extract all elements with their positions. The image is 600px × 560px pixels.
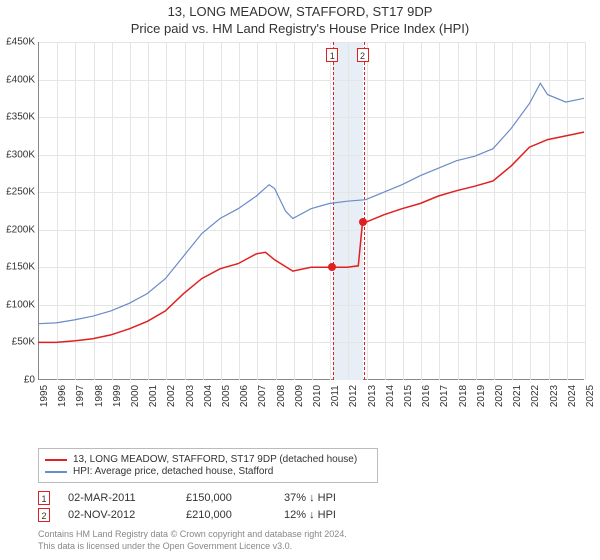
y-axis-label: £250K (1, 187, 35, 198)
series-line-hpi (38, 83, 584, 323)
event-row: 2 02-NOV-2012 £210,000 12% ↓ HPI (38, 508, 600, 522)
x-axis-label: 2004 (203, 385, 214, 407)
event-delta: 37% ↓ HPI (284, 492, 384, 504)
y-axis-label: £300K (1, 149, 35, 160)
x-axis-label: 2022 (530, 385, 541, 407)
event-date: 02-NOV-2012 (68, 509, 168, 521)
y-axis-label: £150K (1, 262, 35, 273)
x-axis-label: 2011 (330, 385, 341, 407)
x-axis-label: 1995 (39, 385, 50, 407)
legend-swatch (45, 471, 67, 473)
x-axis-label: 2001 (148, 385, 159, 407)
legend-label: 13, LONG MEADOW, STAFFORD, ST17 9DP (det… (73, 454, 357, 465)
events-table: 1 02-MAR-2011 £150,000 37% ↓ HPI 2 02-NOV-201… (38, 491, 600, 522)
x-axis-label: 2002 (166, 385, 177, 407)
x-axis-label: 2019 (476, 385, 487, 407)
x-axis-label: 2016 (421, 385, 432, 407)
x-axis-label: 2018 (458, 385, 469, 407)
series-line-property_price (38, 132, 584, 342)
x-axis-label: 2008 (276, 385, 287, 407)
y-axis-label: £50K (1, 337, 35, 348)
x-axis-label: 2014 (385, 385, 396, 407)
event-marker-badge: 1 (326, 48, 338, 62)
footnote-line1: Contains HM Land Registry data © Crown c… (38, 528, 600, 540)
legend-label: HPI: Average price, detached house, Staf… (73, 466, 273, 477)
x-axis-label: 2020 (494, 385, 505, 407)
x-axis-label: 2000 (130, 385, 141, 407)
chart-title-line1: 13, LONG MEADOW, STAFFORD, ST17 9DP (0, 4, 600, 19)
x-axis-label: 2017 (439, 385, 450, 407)
y-axis-label: £200K (1, 224, 35, 235)
legend-box: 13, LONG MEADOW, STAFFORD, ST17 9DP (det… (38, 448, 378, 483)
x-axis-label: 2007 (257, 385, 268, 407)
x-axis-label: 2023 (549, 385, 560, 407)
x-axis-label: 1999 (112, 385, 123, 407)
legend-item: HPI: Average price, detached house, Staf… (45, 466, 371, 477)
chart-lines-svg (38, 42, 584, 380)
x-axis-label: 1996 (57, 385, 68, 407)
legend-item: 13, LONG MEADOW, STAFFORD, ST17 9DP (det… (45, 454, 371, 465)
data-point (328, 263, 336, 271)
x-axis-label: 1998 (94, 385, 105, 407)
x-axis-label: 2006 (239, 385, 250, 407)
x-axis-label: 2021 (512, 385, 523, 407)
x-axis-label: 2024 (567, 385, 578, 407)
legend-swatch (45, 459, 67, 461)
x-axis-label: 2012 (348, 385, 359, 407)
gridline-v (585, 42, 586, 380)
footnote-line2: This data is licensed under the Open Gov… (38, 540, 600, 552)
chart-area: £0£50K£100K£150K£200K£250K£300K£350K£400… (38, 42, 584, 402)
x-axis-label: 2015 (403, 385, 414, 407)
y-axis-label: £0 (1, 375, 35, 386)
y-axis-label: £350K (1, 112, 35, 123)
event-row: 1 02-MAR-2011 £150,000 37% ↓ HPI (38, 491, 600, 505)
event-price: £210,000 (186, 509, 266, 521)
event-delta: 12% ↓ HPI (284, 509, 384, 521)
x-axis-label: 2009 (294, 385, 305, 407)
event-price: £150,000 (186, 492, 266, 504)
x-axis-label: 2013 (367, 385, 378, 407)
x-axis-label: 1997 (75, 385, 86, 407)
y-axis-label: £400K (1, 74, 35, 85)
chart-title-line2: Price paid vs. HM Land Registry's House … (0, 21, 600, 36)
footnote: Contains HM Land Registry data © Crown c… (38, 528, 600, 552)
x-axis-label: 2010 (312, 385, 323, 407)
y-axis-label: £100K (1, 299, 35, 310)
x-axis-label: 2025 (585, 385, 596, 407)
event-marker-badge: 2 (357, 48, 369, 62)
chart-title-block: 13, LONG MEADOW, STAFFORD, ST17 9DP Pric… (0, 0, 600, 36)
event-badge: 2 (38, 508, 50, 522)
x-axis-label: 2003 (185, 385, 196, 407)
data-point (359, 218, 367, 226)
event-badge: 1 (38, 491, 50, 505)
event-date: 02-MAR-2011 (68, 492, 168, 504)
x-axis-label: 2005 (221, 385, 232, 407)
y-axis-label: £450K (1, 37, 35, 48)
